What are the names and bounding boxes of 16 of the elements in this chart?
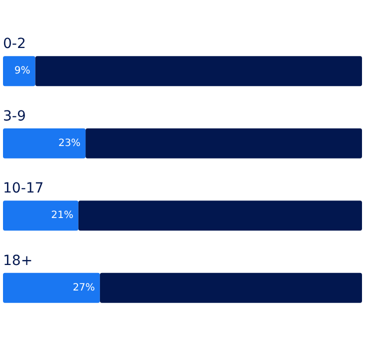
bar [3, 200, 78, 231]
y-tick-label: 3-9 [3, 108, 26, 124]
bar [3, 128, 86, 158]
y-tick-label: 0-2 [3, 36, 26, 52]
data-label: 21% [51, 210, 74, 222]
bar [78, 200, 362, 231]
bar [3, 272, 100, 303]
y-tick-label: 18+ [3, 252, 33, 269]
bar [100, 272, 362, 303]
bar [3, 56, 36, 86]
data-label: 23% [58, 138, 81, 149]
bar [35, 56, 362, 86]
y-tick-label: 10-17 [3, 180, 44, 197]
bar [86, 128, 362, 158]
data-label: 27% [72, 282, 95, 294]
data-label: 9% [14, 66, 30, 77]
